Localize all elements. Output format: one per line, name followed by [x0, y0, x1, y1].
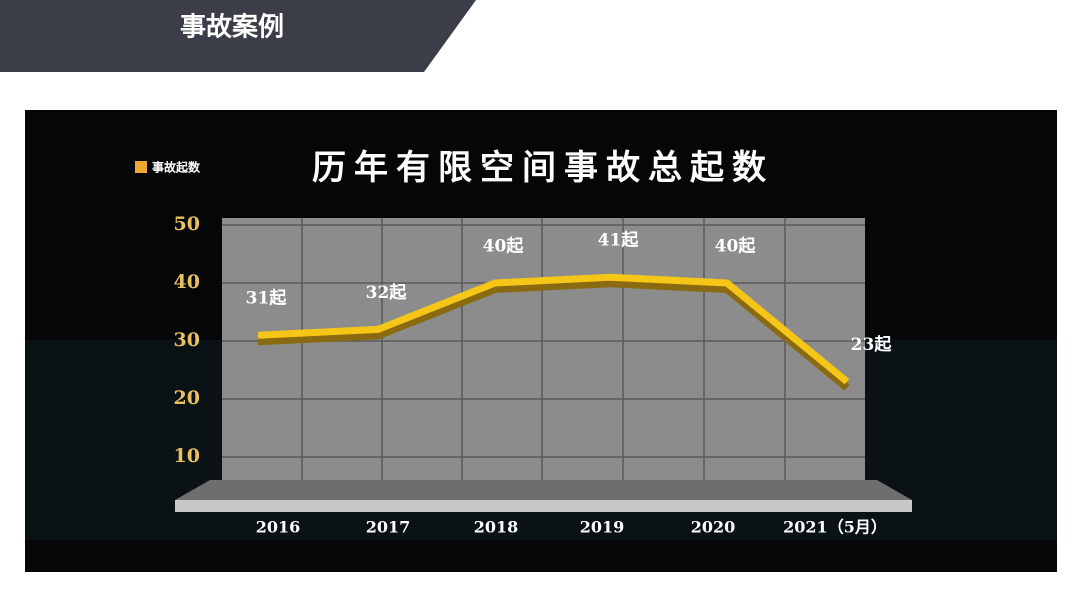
- data-line: [257, 273, 850, 385]
- legend-swatch: [135, 161, 147, 173]
- data-label: 41起: [598, 230, 640, 251]
- plot-panel: [222, 218, 865, 480]
- x-tick-label: 2017: [366, 518, 411, 537]
- data-label: 23起: [851, 334, 893, 355]
- y-tick-label: 30: [174, 329, 200, 351]
- y-tick-label: 50: [174, 213, 200, 235]
- x-tick-label: 2019: [580, 518, 625, 537]
- data-label: 31起: [246, 288, 288, 309]
- y-tick-label: 40: [174, 271, 200, 293]
- base-top: [175, 480, 912, 500]
- x-tick-label: 2018: [474, 518, 519, 537]
- panel-columns: [301, 218, 786, 480]
- y-tick-label: 20: [174, 387, 200, 409]
- y-tick-label: 10: [174, 445, 200, 467]
- legend-label: 事故起数: [152, 160, 201, 175]
- x-tick-label: 2016: [256, 518, 301, 537]
- data-label: 40起: [483, 236, 525, 257]
- chart-title: 历年有限空间事故总起数: [312, 148, 774, 188]
- x-tick-label: 2021（5月）: [783, 518, 887, 537]
- data-label: 32起: [366, 282, 408, 303]
- base-front: [175, 500, 912, 512]
- data-label: 40起: [715, 236, 757, 257]
- header-title: 事故案例: [180, 12, 284, 43]
- line-shadow: [257, 279, 850, 391]
- x-tick-label: 2020: [691, 518, 736, 537]
- header-banner: [0, 0, 476, 72]
